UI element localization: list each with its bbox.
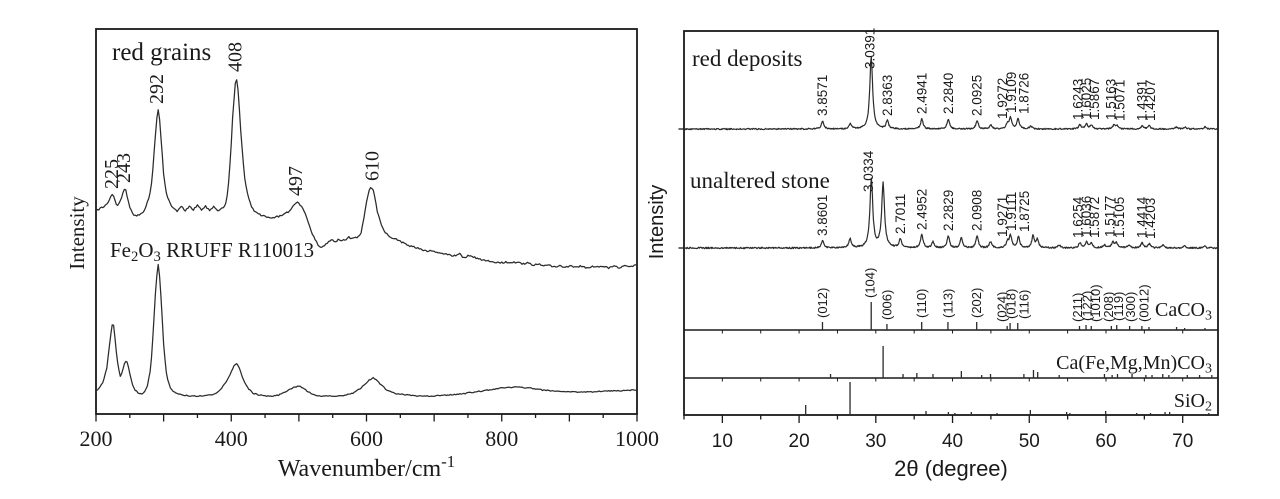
x-tick-label: 800 <box>485 426 518 451</box>
raman-peak-label: 497 <box>285 166 307 196</box>
annotation-red-grains: red grains <box>112 39 211 66</box>
raman-chart: 200 400 600 800 1000 Wavenumber/cm-1 Intensity… <box>65 28 659 482</box>
d-spacing-label: 1.6025 <box>1079 78 1094 119</box>
d-spacing-label: 1.9111 <box>1004 192 1019 231</box>
d-spacing-label: 1.5872 <box>1087 197 1102 238</box>
hkl-label: (116) <box>1016 290 1031 319</box>
raman-peak-label: 292 <box>146 74 168 104</box>
d-spacing-label: 1.4391 <box>1135 80 1150 121</box>
raman-series-red-grains <box>95 79 638 270</box>
hkl-label: (208) <box>1101 292 1116 322</box>
raman-peak-label: 610 <box>361 151 383 181</box>
d-spacing-label: 1.9109 <box>1004 72 1019 113</box>
d-spacing-label: 1.8725 <box>1017 191 1032 232</box>
raman-plot-frame <box>95 28 638 415</box>
d-spacing-label: 2.8363 <box>880 75 895 116</box>
mineral-label: Ca(Fe,Mg,Mn)CO3 <box>1056 352 1212 377</box>
hkl-label: (018) <box>1004 289 1019 319</box>
d-spacing-label: 2.4941 <box>914 73 929 114</box>
d-spacing-label: 1.5867 <box>1087 79 1102 120</box>
raman-peak-label: 243 <box>113 153 135 183</box>
x-tick-label: 20 <box>789 431 810 452</box>
d-spacing-label: 2.2829 <box>941 190 956 231</box>
hkl-label: (0012) <box>1136 284 1151 322</box>
d-spacing-label: 1.5105 <box>1112 197 1127 238</box>
x-tick-label: 40 <box>942 431 963 452</box>
d-spacing-label: 1.4207 <box>1143 80 1158 121</box>
x-axis-title: Wavenumber/cm-1 <box>278 452 455 482</box>
hkl-label: (110) <box>914 289 929 318</box>
x-tick-label: 10 <box>712 431 733 452</box>
y-axis-title: Intensity <box>65 196 89 270</box>
y-axis-title: Intensity <box>646 185 668 259</box>
raman-series-reference <box>95 263 638 398</box>
hkl-label: (300) <box>1123 292 1138 322</box>
hkl-label: (104) <box>863 268 878 298</box>
mineral-label: SiO2 <box>1174 390 1212 415</box>
x-tick-label: 70 <box>1172 431 1193 452</box>
d-spacing-label: 1.4414 <box>1135 196 1150 238</box>
x-tick-label: 60 <box>1095 431 1116 452</box>
hkl-label: (1010) <box>1088 284 1103 322</box>
d-spacing-label: 2.0925 <box>970 75 985 116</box>
annotation-red-deposits: red deposits <box>692 46 803 71</box>
raman-peak-label: 225 <box>101 159 123 189</box>
d-spacing-label: 3.0334 <box>861 150 876 192</box>
x-tick-label: 30 <box>865 431 886 452</box>
x-axis-title: 2θ (degree) <box>894 456 1008 481</box>
d-spacing-label: 1.9271 <box>995 196 1010 237</box>
xrd-pattern-unaltered-stone <box>683 177 1218 250</box>
d-spacing-label: 2.2840 <box>941 73 956 114</box>
hkl-label: (122) <box>1080 291 1095 321</box>
hkl-label: (119) <box>1111 292 1126 321</box>
hkl-label: (024) <box>995 292 1010 322</box>
x-tick-label: 400 <box>215 426 248 451</box>
d-spacing-label: 1.5071 <box>1113 80 1128 121</box>
x-tick-label: 50 <box>1019 431 1040 452</box>
d-spacing-label: 1.5177 <box>1102 196 1117 237</box>
d-spacing-label: 1.6254 <box>1070 196 1085 238</box>
x-tick-label: 1000 <box>615 426 659 451</box>
xrd-pattern-red-deposits <box>683 56 1218 131</box>
x-tick-label: 600 <box>350 426 383 451</box>
annotation-fe2o3-rruff: Fe2O3 RRUFF R110013 <box>110 238 314 265</box>
d-spacing-label: 1.9272 <box>995 78 1010 119</box>
mineral-label: CaCO3 <box>1155 299 1212 324</box>
hkl-label: (202) <box>969 288 984 318</box>
xrd-plot-frame <box>683 30 1219 416</box>
raman-peak-label: 408 <box>225 42 247 72</box>
d-spacing-label: 1.4203 <box>1143 198 1158 239</box>
annotation-unaltered-stone: unaltered stone <box>690 168 830 193</box>
hkl-label: (006) <box>879 290 894 320</box>
d-spacing-label: 2.7011 <box>893 194 908 234</box>
xrd-chart: 10 20 30 40 50 60 70 2θ (degree) Intensity 3.8571… <box>646 28 1219 481</box>
d-spacing-label: 3.0391 <box>863 28 878 69</box>
hkl-label: (113) <box>940 289 955 318</box>
d-spacing-label: 1.8726 <box>1017 73 1032 114</box>
d-spacing-label: 1.5163 <box>1104 79 1119 120</box>
d-spacing-label: 1.6036 <box>1079 196 1094 237</box>
d-spacing-label: 2.0908 <box>970 190 985 231</box>
d-spacing-label: 1.6243 <box>1070 79 1085 120</box>
hkl-label: (211) <box>1070 293 1085 322</box>
hkl-label: (012) <box>815 288 830 318</box>
d-spacing-label: 3.8601 <box>815 195 830 236</box>
d-spacing-label: 2.4952 <box>914 189 929 230</box>
d-spacing-label: 3.8571 <box>815 75 830 116</box>
x-tick-label: 200 <box>80 426 113 451</box>
